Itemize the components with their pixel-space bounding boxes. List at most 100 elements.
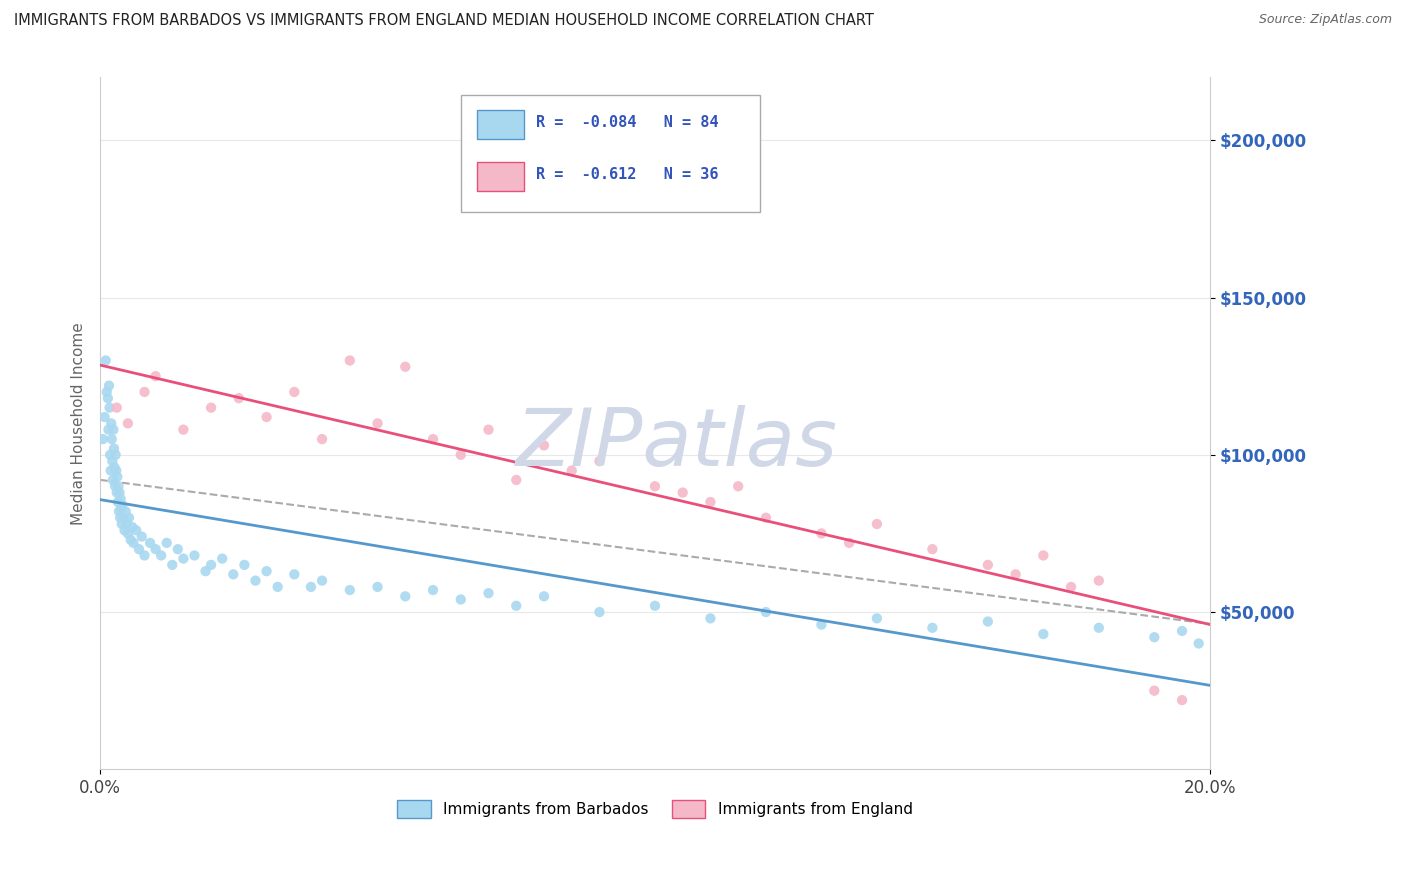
Point bbox=[105, 464, 128, 478]
Point bbox=[139, 536, 162, 550]
Point bbox=[104, 479, 127, 493]
Point bbox=[101, 432, 124, 446]
Point bbox=[1088, 574, 1111, 588]
Point bbox=[838, 536, 860, 550]
Legend: Immigrants from Barbados, Immigrants from England: Immigrants from Barbados, Immigrants fro… bbox=[391, 794, 918, 824]
Point bbox=[105, 485, 128, 500]
Point bbox=[477, 423, 499, 437]
Point bbox=[256, 564, 278, 578]
Point bbox=[1004, 567, 1026, 582]
Point bbox=[921, 542, 943, 557]
Point bbox=[200, 401, 222, 415]
Point bbox=[505, 599, 527, 613]
Point bbox=[394, 590, 416, 604]
Point bbox=[101, 473, 124, 487]
Text: Source: ZipAtlas.com: Source: ZipAtlas.com bbox=[1258, 13, 1392, 27]
Point bbox=[107, 479, 129, 493]
Point bbox=[110, 501, 132, 516]
Point bbox=[810, 617, 832, 632]
Point bbox=[727, 479, 749, 493]
Point bbox=[394, 359, 416, 374]
Point bbox=[266, 580, 288, 594]
Point bbox=[108, 504, 131, 518]
Point bbox=[111, 498, 134, 512]
Point bbox=[533, 438, 555, 452]
Point bbox=[183, 549, 205, 563]
Point bbox=[103, 423, 125, 437]
Point bbox=[283, 567, 305, 582]
Point bbox=[121, 520, 143, 534]
Point bbox=[644, 479, 666, 493]
Point bbox=[245, 574, 267, 588]
Point bbox=[339, 582, 361, 597]
Point bbox=[200, 558, 222, 572]
Point bbox=[166, 542, 188, 557]
Point bbox=[150, 549, 173, 563]
Point bbox=[117, 526, 139, 541]
Point bbox=[699, 495, 721, 509]
Point bbox=[505, 473, 527, 487]
Point bbox=[156, 536, 179, 550]
Point bbox=[921, 621, 943, 635]
Point bbox=[561, 464, 583, 478]
Text: IMMIGRANTS FROM BARBADOS VS IMMIGRANTS FROM ENGLAND MEDIAN HOUSEHOLD INCOME CORR: IMMIGRANTS FROM BARBADOS VS IMMIGRANTS F… bbox=[14, 13, 875, 29]
Point bbox=[104, 448, 127, 462]
Point bbox=[977, 558, 1000, 572]
Text: R =  -0.612   N = 36: R = -0.612 N = 36 bbox=[536, 167, 718, 182]
Point bbox=[131, 530, 153, 544]
Point bbox=[100, 464, 122, 478]
Point bbox=[672, 485, 695, 500]
Point bbox=[120, 533, 142, 547]
Point bbox=[172, 423, 194, 437]
Point bbox=[477, 586, 499, 600]
Point bbox=[339, 353, 361, 368]
Point bbox=[103, 460, 125, 475]
Point bbox=[98, 401, 121, 415]
Point bbox=[311, 432, 333, 446]
Point bbox=[1060, 580, 1083, 594]
Point bbox=[283, 384, 305, 399]
Point bbox=[91, 432, 114, 446]
Point bbox=[134, 384, 156, 399]
Point bbox=[1032, 549, 1054, 563]
Point bbox=[422, 432, 444, 446]
Point bbox=[107, 495, 129, 509]
Point bbox=[98, 448, 121, 462]
Point bbox=[172, 551, 194, 566]
Point bbox=[367, 417, 389, 431]
Point bbox=[211, 551, 233, 566]
Point bbox=[101, 454, 124, 468]
Point bbox=[755, 605, 778, 619]
Text: R =  -0.084   N = 84: R = -0.084 N = 84 bbox=[536, 115, 718, 130]
Point bbox=[866, 516, 889, 531]
Point bbox=[114, 504, 136, 518]
Point bbox=[115, 516, 138, 531]
Point bbox=[588, 605, 610, 619]
Point bbox=[699, 611, 721, 625]
Point bbox=[145, 542, 167, 557]
Point bbox=[533, 590, 555, 604]
Point bbox=[98, 378, 121, 392]
FancyBboxPatch shape bbox=[478, 161, 524, 191]
Point bbox=[194, 564, 217, 578]
Point bbox=[134, 549, 156, 563]
Point bbox=[97, 391, 120, 405]
Point bbox=[755, 510, 778, 524]
Point bbox=[311, 574, 333, 588]
Point bbox=[977, 615, 1000, 629]
Point bbox=[103, 442, 125, 456]
Point bbox=[108, 485, 131, 500]
Point bbox=[1171, 693, 1194, 707]
Point bbox=[111, 516, 134, 531]
Point bbox=[222, 567, 245, 582]
Point bbox=[450, 592, 472, 607]
Point bbox=[450, 448, 472, 462]
Point bbox=[112, 510, 135, 524]
Point bbox=[117, 417, 139, 431]
Point bbox=[125, 524, 148, 538]
Point bbox=[108, 510, 131, 524]
Point bbox=[100, 417, 122, 431]
Point bbox=[1032, 627, 1054, 641]
Point bbox=[299, 580, 322, 594]
Point bbox=[162, 558, 184, 572]
